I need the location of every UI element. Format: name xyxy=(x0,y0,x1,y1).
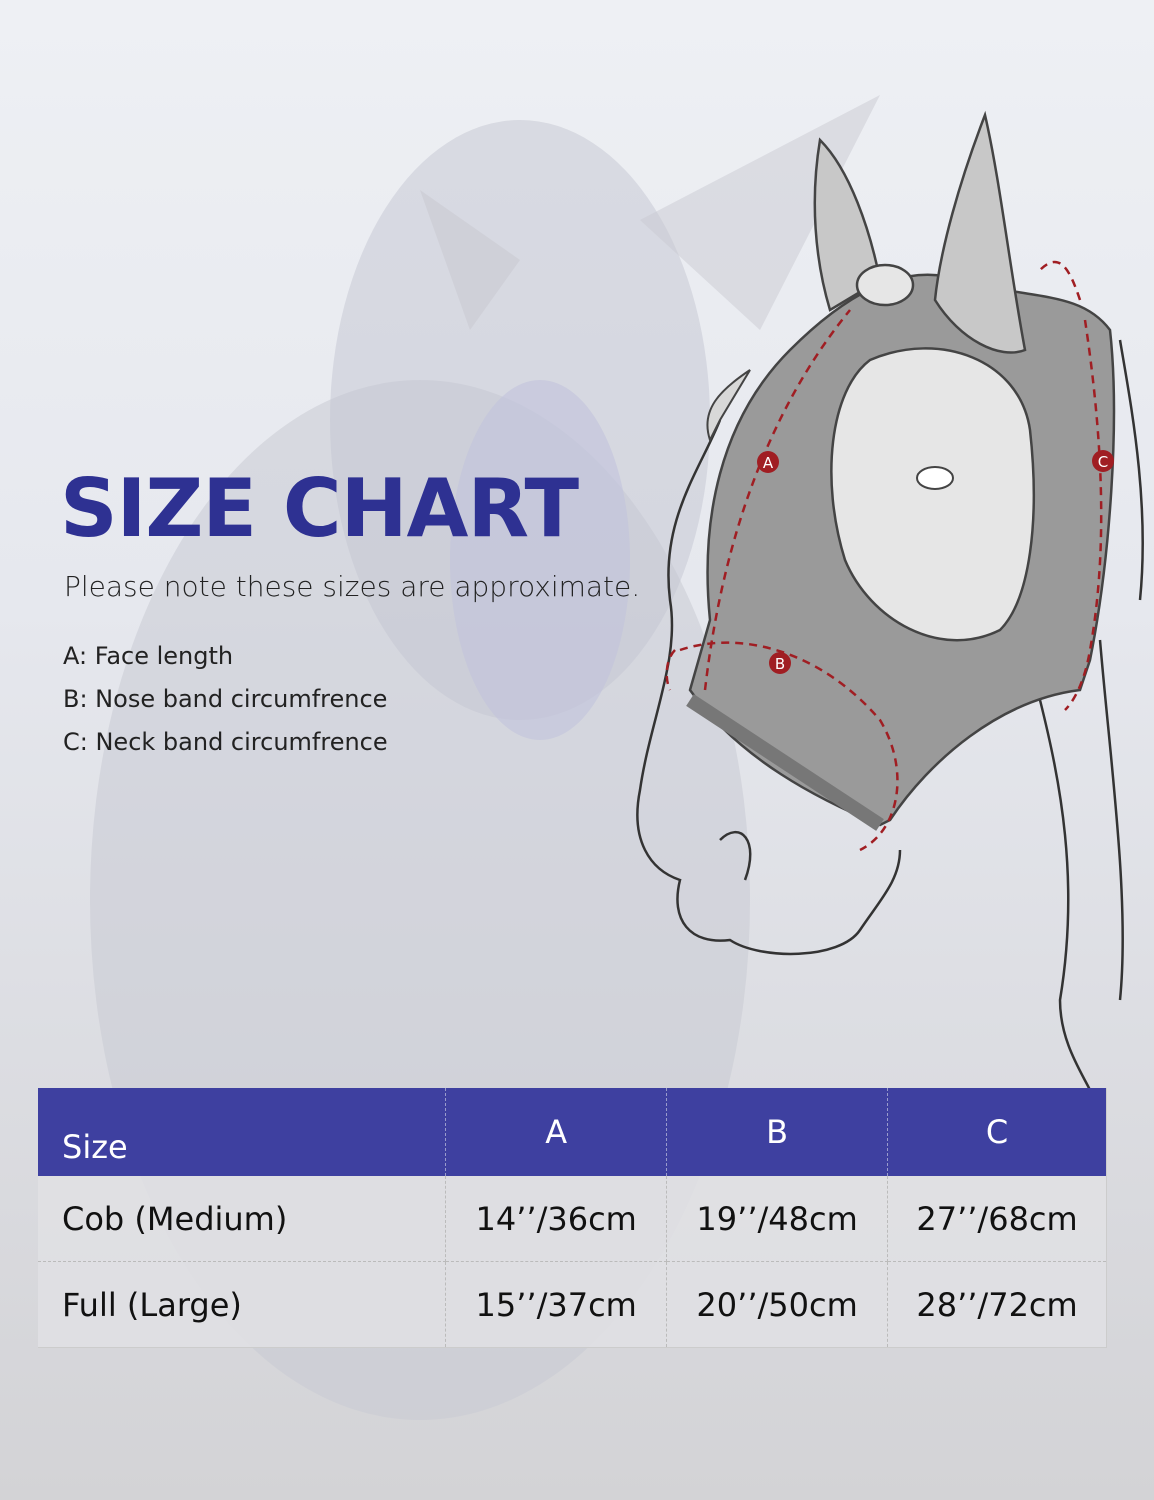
ear-left-icon xyxy=(813,137,882,312)
value-c: 28’’/72cm xyxy=(887,1261,1107,1348)
measurement-legend: A: Face length B: Nose band circumfrence… xyxy=(63,642,388,771)
marker-c: C xyxy=(1092,450,1114,472)
value-a: 14’’/36cm xyxy=(445,1176,668,1262)
forelock-hole xyxy=(855,263,915,307)
legend-b: B: Nose band circumfrence xyxy=(63,685,388,713)
horse-head-outline xyxy=(636,419,902,956)
eye-icon xyxy=(916,466,954,490)
header-c: C xyxy=(887,1088,1107,1176)
size-table: Size A B C Cob (Medium) 14’’/36cm 19’’/4… xyxy=(38,1088,1107,1348)
svg-text:A: A xyxy=(763,454,774,472)
horse-neck-outline xyxy=(1038,699,1092,1090)
eye-window xyxy=(830,347,1035,642)
size-name: Full (Large) xyxy=(38,1261,447,1348)
marker-a: A xyxy=(757,451,779,473)
legend-c: C: Neck band circumfrence xyxy=(63,728,388,756)
size-name: Cob (Medium) xyxy=(38,1176,447,1262)
svg-text:C: C xyxy=(1098,453,1108,471)
value-c: 27’’/68cm xyxy=(887,1176,1107,1262)
header-b: B xyxy=(666,1088,889,1176)
table-row: Full (Large) 15’’/37cm 20’’/50cm 28’’/72… xyxy=(38,1261,1107,1348)
legend-a: A: Face length xyxy=(63,642,234,670)
value-a: 15’’/37cm xyxy=(445,1261,668,1348)
value-b: 19’’/48cm xyxy=(666,1176,889,1262)
ear-right-icon xyxy=(933,110,1027,354)
page-title: SIZE CHART xyxy=(60,462,579,555)
svg-text:B: B xyxy=(775,655,785,673)
approximate-note: Please note these sizes are approximate. xyxy=(64,570,641,603)
marker-b: B xyxy=(769,652,791,674)
header-size: Size xyxy=(38,1088,447,1176)
header-a: A xyxy=(445,1088,668,1176)
horse-mask-diagram: A B C xyxy=(636,110,1144,1090)
table-header-row: Size A B C xyxy=(38,1088,1107,1176)
value-b: 20’’/50cm xyxy=(666,1261,889,1348)
measurement-arrows xyxy=(665,260,1103,852)
table-row: Cob (Medium) 14’’/36cm 19’’/48cm 27’’/68… xyxy=(38,1176,1107,1262)
